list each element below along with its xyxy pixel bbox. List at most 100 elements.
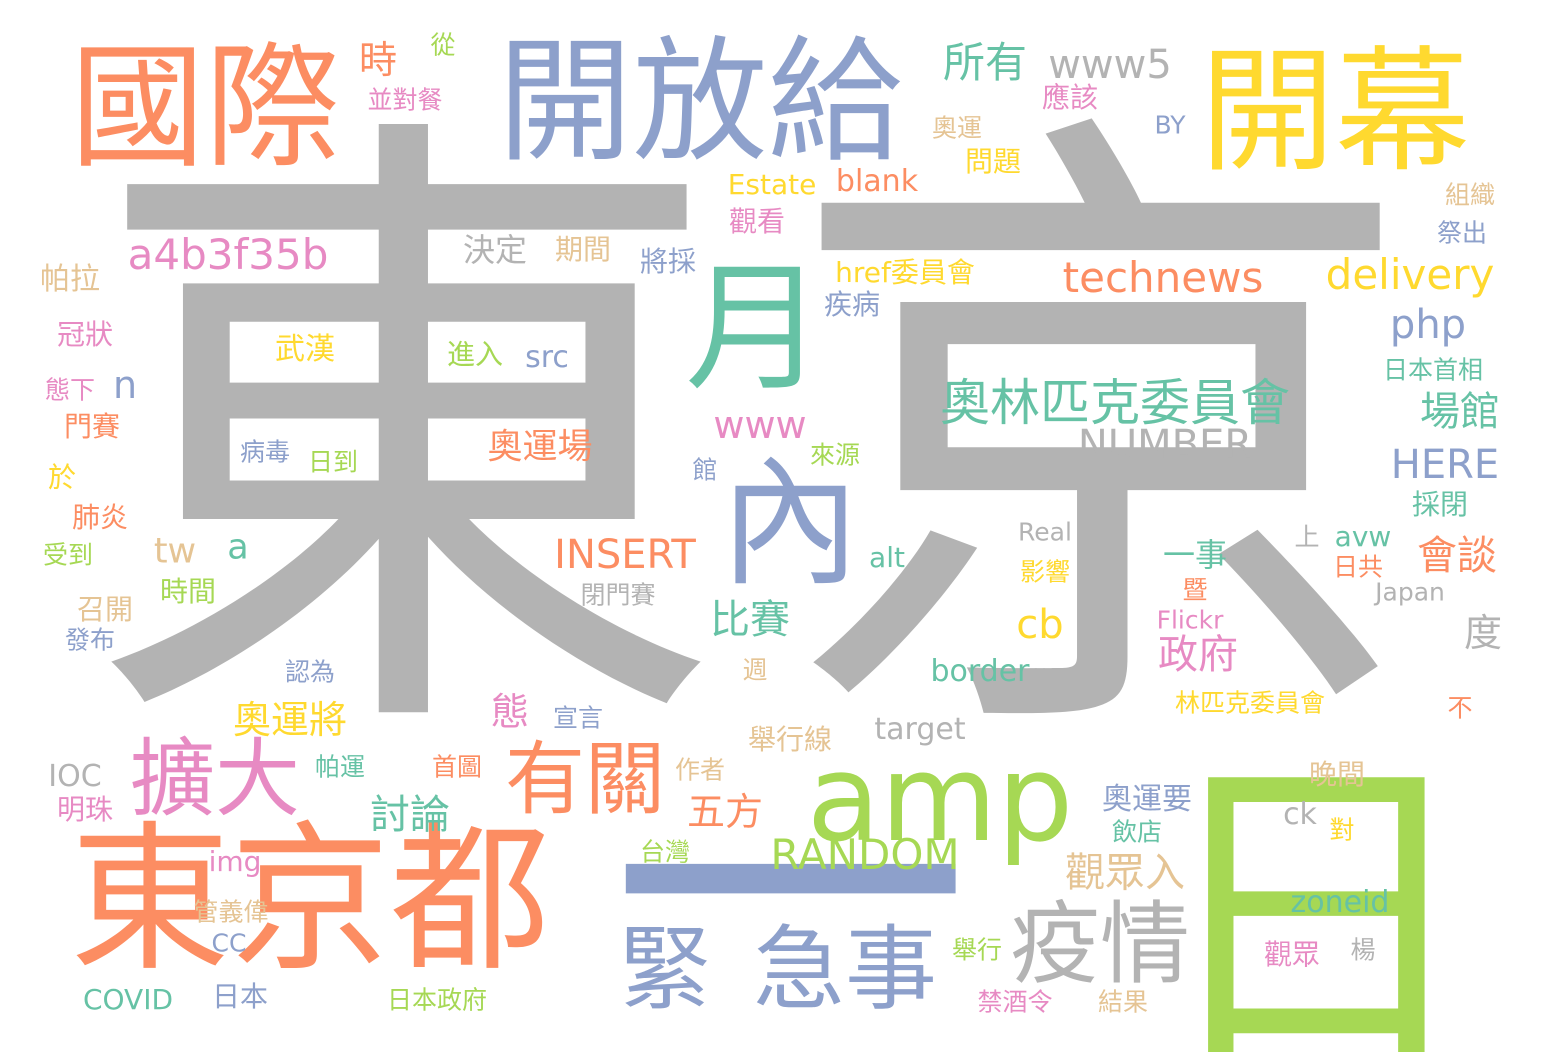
word-php: php [1390, 305, 1466, 345]
word-cjk-28: 應該 [1042, 84, 1098, 112]
word-cjk-102: 五方 [687, 793, 763, 831]
word-cjk-6: 東京都 [70, 820, 550, 980]
word-delivery: delivery [1326, 254, 1495, 296]
word-target: target [874, 715, 965, 745]
word-cjk-9: 急事 [753, 924, 937, 1016]
word-cjk-48: 態下 [45, 378, 95, 403]
word-cjk-13: 疫情 [1010, 900, 1190, 990]
word-cjk-70: 上 [1294, 525, 1319, 550]
word-cjk-119: 禁酒令 [977, 990, 1052, 1015]
word-cjk-77: 暨 [1182, 578, 1207, 603]
word-cjk-34: 觀看 [729, 208, 785, 236]
word-a: a [227, 531, 248, 566]
word-number: NUMBER [1078, 425, 1252, 465]
word-cjk-81: 政府 [1158, 635, 1238, 675]
word-cjk-74: 時間 [160, 578, 216, 606]
word-www5: www5 [1048, 45, 1172, 85]
word-cjk-58: 來源 [810, 443, 860, 468]
word-real: Real [1018, 520, 1072, 545]
word-cjk-57: 館 [692, 458, 717, 483]
word-cjk-76: 閉門賽 [580, 583, 655, 608]
word-border: border [930, 657, 1029, 687]
word-cjk-53: 門賽 [64, 413, 120, 441]
word-cjk-31: 問題 [965, 148, 1021, 176]
word-zoneid: zoneid [1291, 888, 1390, 918]
word-cjk-40: 帕拉 [40, 265, 100, 295]
word-cjk-103: 奧運要 [1102, 785, 1192, 815]
word-cjk-35: 組織 [1445, 183, 1495, 208]
word-cjk-101: 討論 [370, 795, 450, 835]
word-alt: alt [869, 544, 905, 572]
word-cjk-75: 召開 [77, 596, 133, 624]
word-cjk-0: 東 [85, 120, 725, 760]
word-japan: Japan [1375, 580, 1445, 605]
word-cjk-114: 楊 [1350, 938, 1375, 963]
word-cc: CC [212, 931, 247, 956]
word-cjk-88: 奧運將 [233, 701, 347, 739]
word-cjk-50: 日本首相 [1383, 358, 1483, 383]
word-a4b3f35b: a4b3f35b [128, 234, 329, 276]
word-cjk-98: 作者 [675, 758, 725, 783]
word-cjk-73: 日共 [1333, 555, 1383, 580]
word-cjk-92: 不 [1447, 696, 1472, 721]
word-cb: cb [1016, 605, 1063, 645]
word-cjk-85: 認為 [285, 660, 335, 685]
word-cjk-113: 觀眾 [1264, 941, 1320, 969]
word-cjk-51: 場館 [1420, 392, 1500, 432]
word-href: href委員會 [835, 259, 975, 287]
word-cjk-63: 採閉 [1412, 491, 1468, 519]
word-blank: blank [836, 167, 918, 197]
word-cjk-24: 所有 [943, 42, 1027, 84]
word-cjk-115: 舉行 [952, 938, 1002, 963]
word-random: RANDOM [770, 834, 959, 876]
word-cjk-90: 宣言 [553, 706, 603, 731]
word-cjk-30: 奧運 [932, 116, 982, 141]
word-cjk-4: 開幕 [1200, 45, 1470, 180]
word-src: src [525, 343, 569, 373]
word-cjk-42: 疾病 [824, 291, 880, 319]
word-cjk-39: 將採 [640, 248, 696, 276]
word-cjk-56: 奧運場 [487, 431, 592, 466]
word-ioc: IOC [48, 762, 101, 792]
word-by: BY [1154, 113, 1185, 138]
word-cjk-86: 週 [742, 658, 767, 683]
word-cjk-2: 國際 [70, 41, 340, 176]
word-cjk-44: 冠狀 [57, 321, 113, 349]
word-cjk-99: 晚間 [1309, 761, 1365, 789]
word-cjk-83: 發布 [65, 628, 115, 653]
word-cjk-3: 開放給 [498, 35, 903, 170]
word-cjk-14: 擴大 [130, 738, 300, 823]
word-cjk-37: 決定 [463, 234, 527, 266]
word-tw: tw [154, 535, 196, 570]
word-cjk-15: 有關 [505, 740, 665, 820]
word-cjk-118: 日本政府 [387, 988, 487, 1013]
word-ck: ck [1283, 800, 1317, 830]
word-n: n [113, 366, 137, 404]
word-cjk-64: 受到 [43, 543, 93, 568]
word-cjk-10: 月 [685, 260, 825, 400]
word-technews: technews [1063, 257, 1264, 299]
word-avw: avw [1335, 523, 1392, 551]
word-cjk-84: 度 [1464, 614, 1502, 652]
word-covid: COVID [83, 986, 173, 1014]
word-cjk-69: 影響 [1020, 560, 1070, 585]
word-cjk-11: 內 [720, 455, 860, 595]
word-cjk-54: 病毒 [240, 440, 290, 465]
word-cjk-27: 從 [430, 33, 455, 58]
word-cjk-8: 緊 [619, 924, 711, 1016]
word-cjk-96: 帕運 [315, 755, 365, 780]
word-insert: INSERT [554, 535, 696, 575]
word-cjk-26: 並對餐 [367, 88, 442, 113]
word-cjk-72: 會談 [1417, 536, 1497, 576]
word-cjk-106: 飲店 [1112, 820, 1162, 845]
word-cjk-94: 舉行線 [748, 726, 832, 754]
word-cjk-25: 時 [359, 41, 397, 79]
word-cjk-117: 日本 [212, 983, 268, 1011]
word-cjk-79: 比賽 [710, 600, 790, 640]
word-cjk-38: 期間 [555, 236, 611, 264]
word-cjk-97: 首圖 [432, 755, 482, 780]
word-cjk-68: 一事 [1163, 539, 1227, 571]
word-cjk-120: 結果 [1098, 990, 1148, 1015]
word-img: img [209, 848, 262, 876]
